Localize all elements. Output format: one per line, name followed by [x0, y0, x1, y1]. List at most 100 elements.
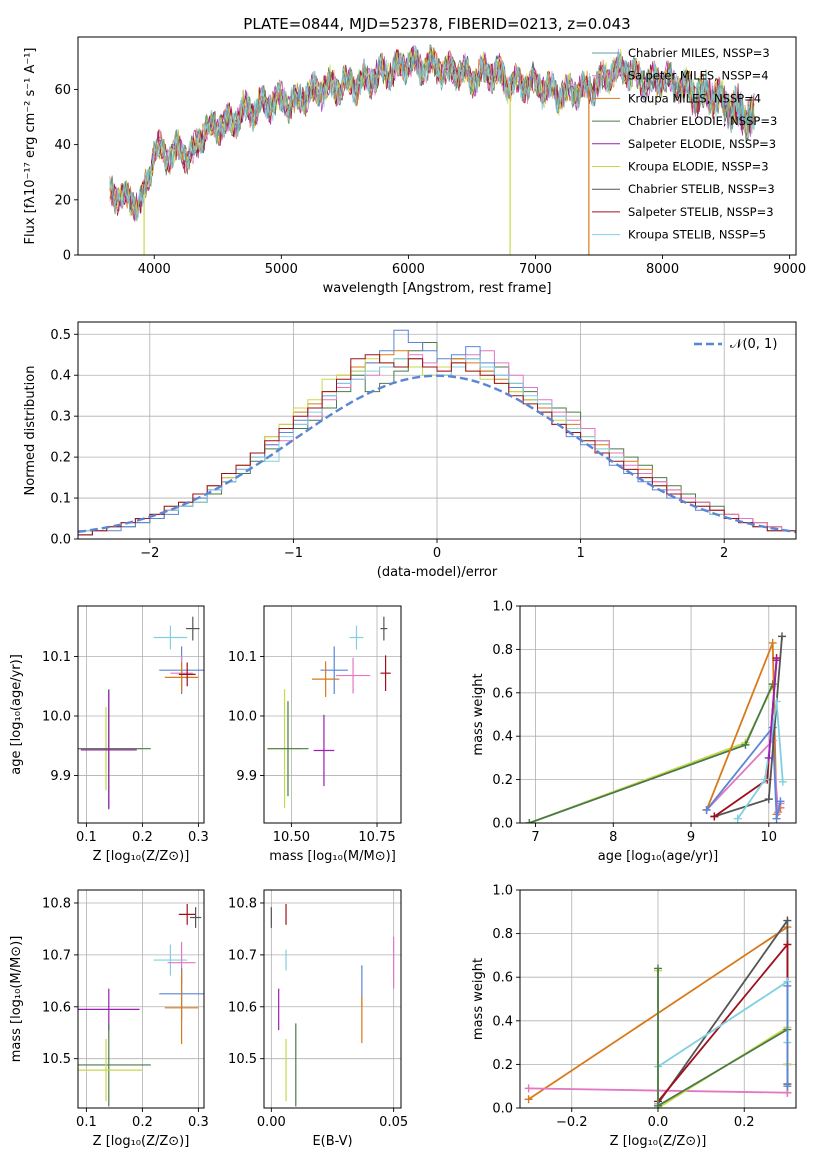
- y-tick-label: 10.0: [42, 709, 71, 724]
- legend-entry: Salpeter STELIB, NSSP=3: [628, 205, 774, 219]
- y-axis-label: Flux [fλ10⁻¹⁷ erg cm⁻² s⁻¹ A⁻¹]: [23, 48, 38, 245]
- x-tick-label: 4000: [138, 262, 171, 277]
- x-tick-label: 0.1: [76, 1115, 97, 1130]
- mass-weight-line: [705, 725, 782, 819]
- x-tick-label: 0.3: [188, 830, 209, 845]
- x-tick-label: 0.2: [132, 830, 153, 845]
- y-tick-label: 10.5: [42, 1052, 71, 1067]
- mass-weight-marker: [783, 940, 792, 949]
- mass-weight-marker: [525, 819, 534, 823]
- mass-weight-marker: [654, 1101, 662, 1108]
- y-tick-label: 0.2: [492, 1058, 513, 1073]
- normal-curve: [78, 374, 796, 533]
- axes-frame: [263, 889, 402, 1109]
- x-tick-label: 5000: [265, 262, 298, 277]
- legend-entry: Salpeter ELODIE, NSSP=3: [628, 137, 776, 151]
- mass-weight-line: [767, 660, 778, 758]
- y-tick-label: 10.8: [42, 896, 71, 911]
- y-tick-label: 0.1: [50, 492, 71, 507]
- x-tick-label: 10.75: [358, 830, 395, 845]
- mass-weight-line: [657, 917, 789, 1105]
- y-tick-label: 0.3: [50, 410, 71, 425]
- legend-entry: Kroupa STELIB, NSSP=5: [628, 228, 766, 242]
- plot-body: [109, 44, 755, 255]
- x-tick-label: 8000: [646, 262, 679, 277]
- x-tick-label: 8: [609, 830, 617, 845]
- x-tick-label: 0.2: [734, 1115, 755, 1130]
- y-tick-label: 10.8: [228, 896, 257, 911]
- x-tick-label: −1: [284, 546, 303, 561]
- residuals-panel: −2 −1 0 1 2 0.0 0.1 0.2 0.3 0.4 0.5 (data-model)/er…: [23, 321, 797, 580]
- legend-entry: 𝒩(0, 1): [730, 337, 777, 352]
- spectrum-line: [109, 51, 755, 219]
- mass-weight-marker: [783, 1082, 792, 1091]
- y-tick-label: 0.6: [492, 686, 513, 701]
- mass-weight-marker: [702, 805, 711, 814]
- y-tick-label: 0.0: [492, 1102, 513, 1117]
- x-axis-label: E(B-V): [312, 1134, 352, 1149]
- mass-weight-marker: [778, 632, 787, 641]
- y-tick-label: 9.9: [50, 769, 71, 784]
- y-tick-label: 0.4: [492, 1014, 513, 1029]
- mass-weight-line: [657, 968, 788, 1108]
- x-tick-label: 0.0: [648, 1115, 669, 1130]
- y-tick-label: 0.8: [492, 643, 513, 658]
- y-tick-label: 0.2: [492, 773, 513, 788]
- y-axis-label: mass weight: [471, 673, 486, 755]
- x-tick-label: 9: [687, 830, 695, 845]
- x-tick-label: 0.00: [257, 1115, 286, 1130]
- y-tick-label: 0.4: [492, 730, 513, 745]
- y-axis-label: age [log₁₀(age/yr)]: [9, 654, 24, 775]
- legend-entry: Salpeter MILES, NSSP=4: [628, 69, 769, 83]
- plot-body: [78, 904, 204, 1107]
- plot-body: [267, 616, 391, 809]
- y-tick-label: 0.5: [50, 328, 71, 343]
- histogram-step: [78, 354, 796, 539]
- x-tick-label: 9000: [773, 262, 806, 277]
- legend-entry: Kroupa MILES, NSSP=4: [628, 91, 761, 105]
- legend-entry: Kroupa ELODIE, NSSP=3: [628, 160, 769, 174]
- plot-body: [524, 916, 792, 1108]
- y-tick-label: 0.4: [50, 369, 71, 384]
- y-axis-label: mass weight: [471, 958, 486, 1040]
- y-tick-label: 60: [54, 83, 71, 98]
- legend-entry: Chabrier MILES, NSSP=3: [628, 46, 770, 60]
- mass-weight-marker: [524, 1084, 533, 1093]
- y-tick-label: 10.1: [42, 650, 71, 665]
- mass-weight-marker: [776, 797, 785, 806]
- mass-weight-marker: [783, 916, 792, 925]
- x-tick-label: 0.2: [132, 1115, 153, 1130]
- mass-vs-metallicity-panel: 0.1 0.2 0.3 10.5 10.6 10.7 10.8 Z [log₁₀(Z/Z⊙)]…: [9, 889, 209, 1149]
- y-tick-label: 10.1: [228, 650, 257, 665]
- x-axis-label: Z [log₁₀(Z/Z⊙)]: [93, 1134, 190, 1149]
- x-tick-label: 0: [433, 546, 441, 561]
- axes-frame: [77, 889, 205, 1109]
- y-tick-label: 40: [54, 138, 71, 153]
- mass-weight-marker: [741, 740, 750, 749]
- y-axis-label: mass [log₁₀(M/M⊙)]: [9, 936, 24, 1063]
- x-tick-label: 7: [531, 830, 539, 845]
- plot-body: [525, 632, 787, 823]
- weight-vs-age-panel: 7 8 9 10 0.0 0.2 0.4 0.6 0.8 1.0 age [log₁₀(age/yr…: [471, 600, 797, 864]
- axes-frame: [77, 605, 205, 824]
- x-tick-label: 0.3: [188, 1115, 209, 1130]
- x-tick-label: 10.50: [273, 830, 310, 845]
- mass-weight-marker: [778, 777, 787, 786]
- mass-weight-line: [657, 970, 789, 1108]
- y-tick-label: 0.6: [492, 971, 513, 986]
- y-tick-label: 10.5: [228, 1052, 257, 1067]
- mass-weight-marker: [710, 812, 719, 821]
- y-tick-label: 10.7: [228, 948, 257, 963]
- axes-frame: [77, 321, 797, 540]
- age-vs-mass-panel: 10.50 10.75 9.9 10.0 10.1 mass [log₁₀(M/M⊙)]: [228, 605, 402, 864]
- y-tick-label: 0: [63, 249, 71, 264]
- y-tick-label: 10.6: [228, 1000, 257, 1015]
- plot-body: [78, 616, 204, 810]
- legend-entry: Chabrier STELIB, NSSP=3: [628, 182, 775, 196]
- x-tick-label: 6000: [392, 262, 425, 277]
- spectrum-panel: 4000 5000 6000 7000 8000 9000 0 20 40 60 wavelengt…: [23, 36, 806, 296]
- x-tick-label: 10: [761, 830, 778, 845]
- spectrum-legend: Chabrier MILES, NSSP=3 Salpeter MILES, NS…: [592, 46, 777, 242]
- x-tick-label: 0.05: [379, 1115, 408, 1130]
